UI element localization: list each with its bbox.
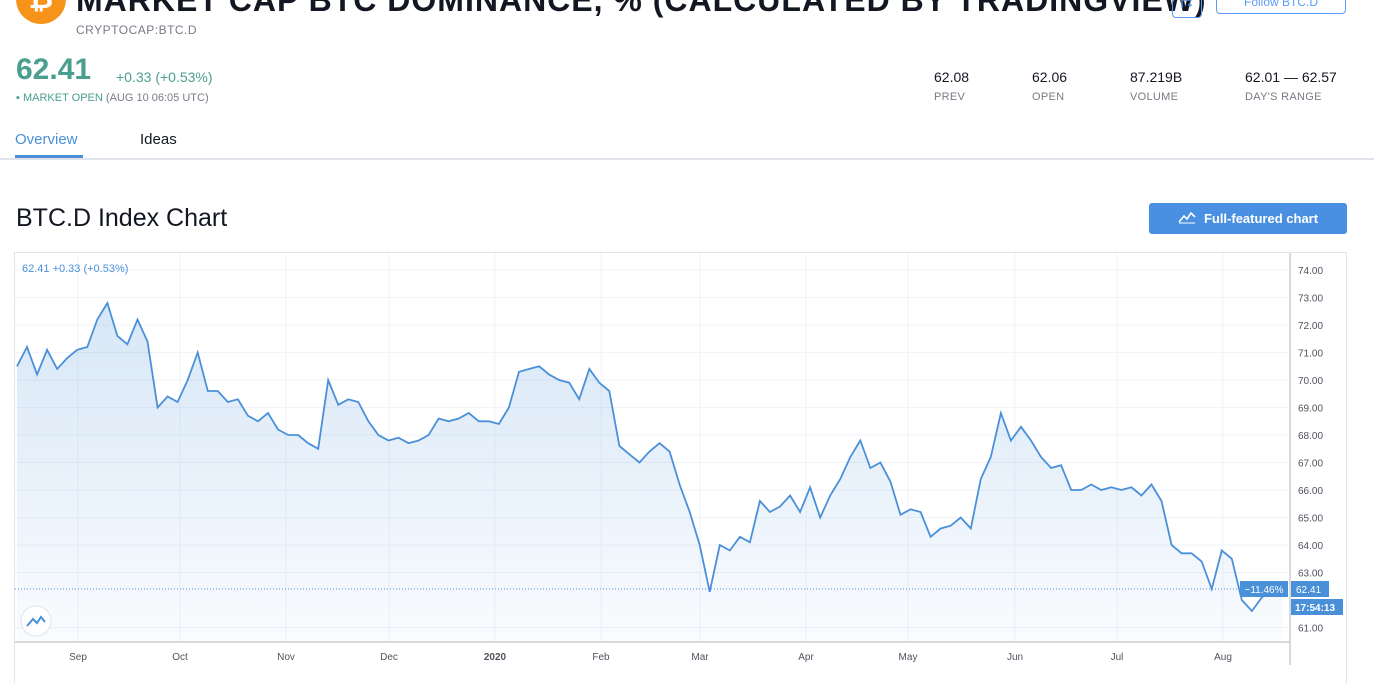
chart-frame	[14, 252, 1347, 683]
y-tick-label: 68.00	[1298, 431, 1323, 442]
stat-value: 87.219B	[1130, 69, 1183, 85]
x-tick-label: Aug	[1214, 652, 1232, 663]
current-price-badge: 62.41	[1291, 581, 1329, 597]
status-dot-icon: ▪	[16, 92, 20, 104]
stat-value: 62.06	[1032, 69, 1068, 85]
x-tick-label: Mar	[691, 652, 709, 663]
y-tick-label: 69.00	[1298, 404, 1323, 415]
y-tick-label: 67.00	[1298, 459, 1323, 470]
stat-label: PREV	[934, 91, 966, 103]
x-tick-label: Sep	[69, 652, 87, 663]
section-title: BTC.D Index Chart	[16, 204, 228, 232]
time-scale[interactable]: Sep Oct Nov Dec 2020 Feb Mar Apr May Jun Jul Aug	[69, 652, 1232, 663]
y-tick-label: 66.00	[1298, 486, 1323, 497]
stat-value: 62.08	[934, 69, 970, 85]
y-tick-label: 74.00	[1298, 266, 1323, 277]
x-tick-label: Dec	[380, 652, 398, 663]
y-tick-label: 65.00	[1298, 514, 1323, 525]
stat-value: 62.01 — 62.57	[1245, 69, 1337, 85]
y-tick-label: 63.00	[1298, 569, 1323, 580]
tab-ideas[interactable]: Ideas	[140, 131, 177, 148]
percent-change-badge: −11.46%	[1240, 581, 1288, 597]
y-tick-label: 61.00	[1298, 624, 1323, 635]
y-tick-label: 73.00	[1298, 294, 1323, 305]
x-tick-label: Apr	[798, 652, 814, 663]
stat-prev: 62.08 PREV	[934, 69, 969, 103]
chart-icon	[1178, 210, 1196, 227]
stat-open: 62.06 OPEN	[1032, 69, 1067, 103]
y-tick-label: 72.00	[1298, 321, 1323, 332]
stat-volume: 87.219B VOLUME	[1130, 69, 1182, 103]
series-line	[16, 300, 1283, 613]
y-tick-label: 64.00	[1298, 541, 1323, 552]
follow-button[interactable]: Follow BTC.D	[1216, 0, 1346, 14]
symbol-label: CRYPTOCAP:BTC.D	[76, 23, 198, 37]
market-status: ▪ MARKET OPEN (AUG 10 06:05 UTC)	[16, 92, 209, 104]
x-tick-label: Jul	[1111, 652, 1124, 663]
active-tab-indicator	[15, 155, 83, 158]
page-title: MARKET CAP BTC DOMINANCE, % (CALCULATED …	[76, 0, 1207, 18]
full-featured-chart-button[interactable]: Full-featured chart	[1149, 203, 1347, 234]
current-price: 62.41	[16, 53, 92, 86]
percent-change-label: −11.46%	[1244, 585, 1283, 596]
stat-days-range: 62.01 — 62.57 DAY'S RANGE	[1245, 69, 1337, 103]
add-to-watchlist-icon[interactable]	[1172, 0, 1202, 18]
x-tick-label: Nov	[277, 652, 295, 663]
market-time: (AUG 10 06:05 UTC)	[105, 92, 209, 104]
market-status-text: MARKET OPEN	[22, 92, 103, 104]
y-tick-label: 71.00	[1298, 349, 1323, 360]
full-featured-chart-label: Full-featured chart	[1203, 211, 1319, 226]
current-price-label: 62.41	[1296, 585, 1321, 596]
stat-label: OPEN	[1032, 91, 1065, 103]
price-scale[interactable]: 74.00 73.00 72.00 71.00 70.00 69.00 68.00 67.00…	[1298, 266, 1323, 635]
stat-label: DAY'S RANGE	[1245, 91, 1322, 103]
countdown-label: 17:54:13	[1295, 603, 1335, 614]
x-tick-label: Feb	[592, 652, 610, 663]
x-tick-label: Oct	[172, 652, 188, 663]
chart-legend: 62.41 +0.33 (+0.53%)	[22, 263, 128, 275]
area-fill	[17, 303, 1282, 642]
tradingview-logo-icon[interactable]	[20, 605, 52, 637]
x-tick-label: 2020	[484, 652, 507, 663]
countdown-badge: 17:54:13	[1291, 599, 1343, 615]
y-tick-label: 70.00	[1298, 376, 1323, 387]
tab-overview[interactable]: Overview	[15, 131, 78, 148]
x-tick-label: May	[899, 652, 918, 663]
price-change: +0.33 (+0.53%)	[116, 69, 213, 85]
tabs-divider	[0, 158, 1374, 160]
stat-label: VOLUME	[1130, 91, 1179, 103]
x-tick-label: Jun	[1007, 652, 1023, 663]
